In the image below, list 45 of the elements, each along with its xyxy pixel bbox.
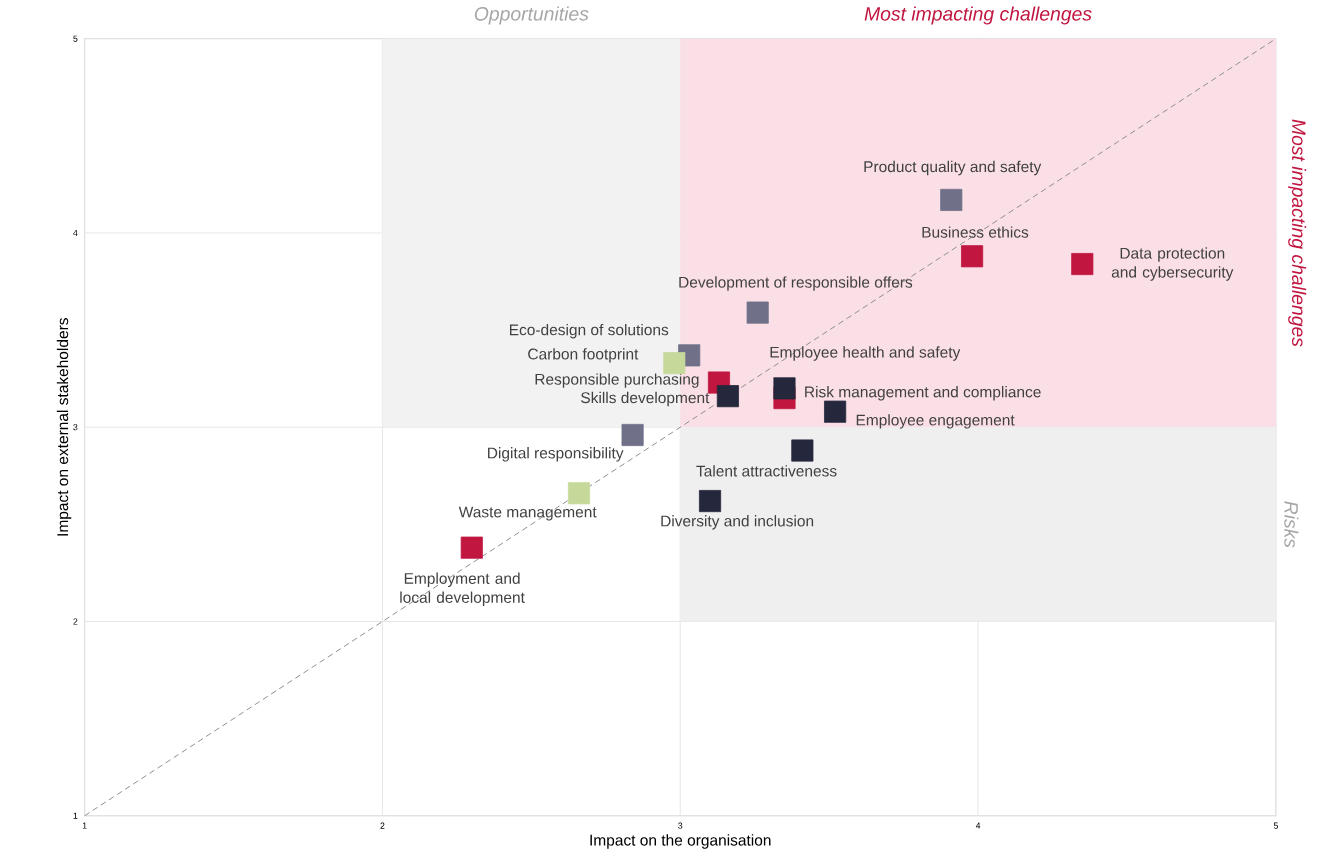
y-tick-label: 5 — [73, 35, 78, 42]
point — [567, 482, 591, 505]
x-tick-label: 2 — [380, 822, 385, 829]
y-axis-title: Impact on external stakeholders — [56, 318, 72, 536]
series-label: Most impacting challenges — [864, 6, 1092, 25]
point — [824, 400, 847, 423]
point — [961, 245, 984, 268]
y-tick-label: 4 — [73, 229, 78, 236]
y-tick-label: 2 — [73, 618, 78, 625]
data-label: Skills development — [581, 391, 710, 407]
data-label: Carbon footprint — [528, 348, 639, 363]
data-label: Talent attractiveness — [696, 465, 837, 477]
point — [940, 188, 963, 211]
point — [663, 352, 686, 375]
x-tick-label: 4 — [975, 822, 981, 829]
data-label: Eco-design of solutions — [509, 323, 669, 339]
point — [746, 301, 769, 324]
data-label: Product quality and safety — [864, 160, 1042, 176]
data-label: Employee engagement — [856, 414, 1015, 429]
point — [460, 536, 483, 559]
point — [699, 489, 722, 512]
data-label: Responsible purchasing — [535, 373, 699, 388]
series-label: Opportunities — [474, 6, 589, 25]
data-label: Risk management and compliance — [805, 385, 1041, 401]
data-label: Waste management — [458, 506, 597, 521]
point — [773, 377, 796, 400]
x-tick-label: 5 — [1273, 822, 1278, 829]
x-tick-label: 3 — [678, 822, 683, 829]
point — [791, 439, 814, 462]
y-tick-label: 3 — [73, 424, 78, 431]
data-label: Digital responsibility — [488, 447, 624, 462]
x-axis-title: Impact on the organisation — [590, 834, 771, 849]
point — [1071, 252, 1094, 275]
x-tick-label: 1 — [82, 822, 87, 829]
data-label: Development of responsible offers — [679, 276, 913, 291]
text: Most impacting challenges — [1288, 119, 1307, 347]
point — [716, 385, 739, 408]
y-tick-label: 1 — [73, 812, 78, 819]
data-label: Diversity and inclusion — [661, 515, 814, 530]
point — [621, 423, 644, 446]
text: Risks — [1284, 501, 1299, 548]
data-label: Employee health and safety — [770, 346, 961, 361]
data-label: Employment and local development — [400, 572, 525, 606]
data-label: Data protection and cybersecurity — [1111, 247, 1234, 281]
data-label: Business ethics — [922, 226, 1029, 238]
